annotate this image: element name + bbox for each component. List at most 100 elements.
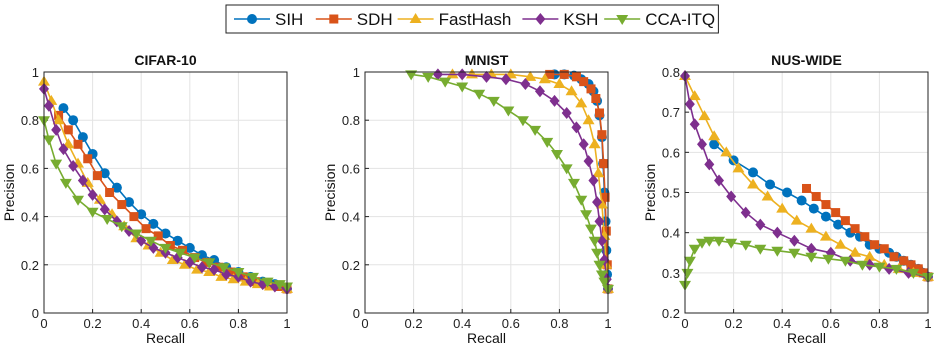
data-point [141, 224, 151, 234]
data-point [481, 70, 492, 83]
data-point [59, 178, 72, 189]
data-point [772, 226, 783, 239]
data-point [446, 68, 459, 79]
y-axis-label: Precision [1, 164, 17, 222]
data-point [725, 238, 738, 249]
data-point [583, 155, 594, 168]
data-point [595, 198, 608, 209]
data-point [565, 85, 578, 96]
x-axis-label: Recall [467, 330, 506, 346]
axes-box [684, 71, 929, 314]
data-point [571, 72, 581, 82]
data-point [63, 125, 73, 135]
x-tick-label: 0.4 [453, 316, 471, 331]
data-point [684, 98, 695, 111]
data-point [802, 183, 811, 193]
data-point [600, 192, 610, 202]
data-point [709, 139, 720, 150]
y-tick-label: 0.7 [662, 105, 680, 120]
y-tick-label: 0.6 [662, 145, 680, 160]
data-point [889, 252, 899, 262]
legend-marker [329, 14, 339, 24]
data-point [99, 168, 110, 179]
data-point [136, 209, 147, 220]
data-point [567, 178, 580, 189]
x-tick-label: 1 [604, 316, 611, 331]
legend-item-cca-itq: CCA-ITQ [604, 10, 715, 29]
legend-marker [616, 15, 629, 25]
data-point [696, 238, 709, 249]
data-point [115, 222, 128, 233]
x-tick-label: 0 [361, 316, 368, 331]
data-point [553, 78, 566, 89]
data-point [439, 77, 452, 88]
x-tick-label: 0 [681, 316, 688, 331]
data-point [820, 211, 831, 222]
data-point [516, 116, 529, 127]
data-point [487, 96, 500, 107]
data-point [432, 68, 443, 81]
data-point [68, 115, 79, 126]
data-point [811, 192, 821, 202]
data-point [688, 244, 701, 255]
y-tick-label: 0.3 [662, 266, 680, 281]
y-tick-label: 0.2 [662, 306, 680, 321]
data-point [232, 268, 245, 279]
data-point [227, 273, 240, 284]
legend-marker [409, 13, 422, 23]
data-point [834, 238, 847, 249]
data-point [191, 263, 204, 274]
data-point [819, 230, 832, 241]
x-tick-label: 0.6 [181, 316, 199, 331]
data-point [214, 262, 224, 272]
data-point [788, 248, 801, 259]
data-point [111, 182, 122, 193]
data-point [593, 260, 606, 271]
y-tick-label: 0.6 [342, 161, 360, 176]
data-point [739, 240, 752, 251]
legend-item-sih: SIH [234, 10, 303, 29]
data-point [105, 188, 115, 197]
data-point [203, 258, 216, 269]
data-point [592, 196, 603, 209]
series-cca-itq [405, 70, 614, 295]
data-point [582, 114, 595, 125]
data-point [77, 132, 88, 143]
series-cca-itq [38, 116, 293, 293]
x-tick-label: 0.8 [550, 316, 568, 331]
legend-label: KSH [563, 10, 598, 29]
y-axis-label: Precision [322, 164, 338, 222]
y-tick-label: 0.8 [662, 65, 680, 80]
data-point [188, 253, 201, 264]
data-point [850, 224, 860, 234]
legend-item-sdh: SDH [315, 10, 393, 29]
y-tick-label: 0 [353, 306, 360, 321]
data-point [840, 216, 850, 226]
data-point [58, 103, 69, 114]
data-point [726, 190, 737, 203]
data-point [860, 232, 870, 242]
data-point [405, 70, 418, 81]
axes-box [364, 71, 609, 314]
y-tick-label: 0.8 [342, 113, 360, 128]
data-point [755, 218, 766, 231]
x-tick-label: 0.2 [725, 316, 743, 331]
data-point [697, 138, 708, 151]
data-point [58, 143, 69, 156]
data-point [561, 106, 572, 119]
legend-label: CCA-ITQ [645, 10, 715, 29]
data-point [592, 167, 605, 178]
data-point [209, 263, 220, 276]
data-point [42, 135, 55, 146]
data-point [178, 258, 191, 269]
data-point [845, 254, 856, 267]
y-tick-label: 0.4 [21, 210, 39, 225]
x-tick-label: 0.2 [84, 316, 102, 331]
legend-label: FastHash [439, 10, 512, 29]
data-point [747, 178, 760, 189]
x-tick-label: 0 [40, 316, 47, 331]
data-point [806, 242, 817, 255]
data-point [196, 261, 207, 274]
